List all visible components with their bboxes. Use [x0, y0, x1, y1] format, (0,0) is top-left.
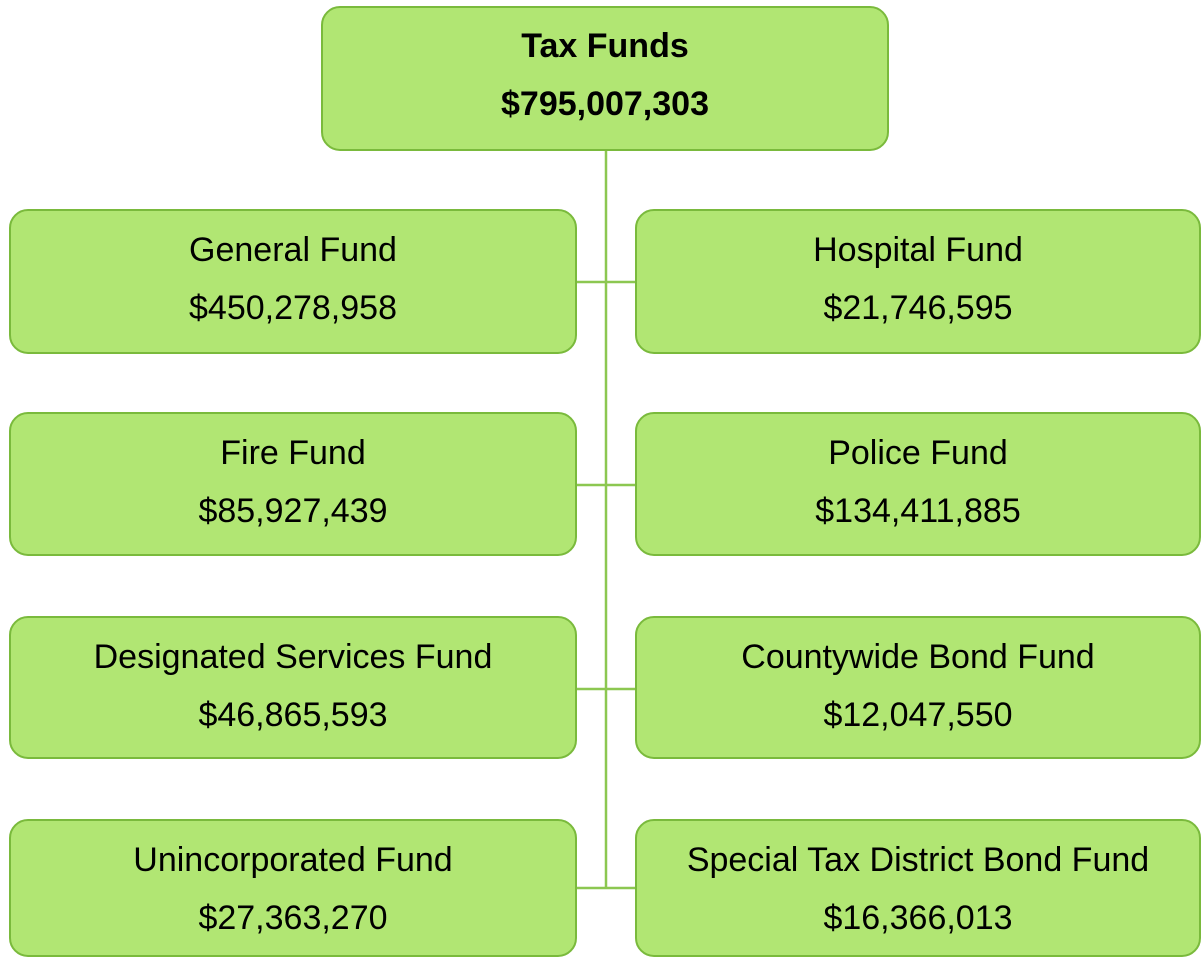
fund-box	[9, 819, 577, 957]
fund-box	[9, 412, 577, 556]
fund-label: Unincorporated Fund	[133, 841, 452, 879]
fund-box	[635, 616, 1201, 759]
root-amount: $795,007,303	[501, 85, 709, 123]
fund-label: General Fund	[189, 231, 397, 269]
fund-label: Hospital Fund	[813, 231, 1023, 269]
fund-box	[9, 209, 577, 354]
fund-label: Police Fund	[828, 434, 1008, 472]
fund-amount: $21,746,595	[823, 289, 1012, 327]
fund-amount: $16,366,013	[823, 899, 1012, 937]
fund-label: Special Tax District Bond Fund	[687, 841, 1149, 879]
root-box	[321, 6, 889, 151]
fund-box	[635, 412, 1201, 556]
fund-box	[9, 616, 577, 759]
fund-amount: $12,047,550	[823, 696, 1012, 734]
fund-amount: $46,865,593	[198, 696, 387, 734]
fund-label: Fire Fund	[220, 434, 366, 472]
root-label: Tax Funds	[521, 27, 689, 65]
fund-amount: $450,278,958	[189, 289, 397, 327]
fund-amount: $134,411,885	[815, 492, 1020, 530]
fund-box	[635, 209, 1201, 354]
fund-label: Designated Services Fund	[94, 638, 493, 676]
fund-amount: $85,927,439	[198, 492, 387, 530]
fund-label: Countywide Bond Fund	[741, 638, 1094, 676]
fund-box	[635, 819, 1201, 957]
fund-amount: $27,363,270	[198, 899, 387, 937]
